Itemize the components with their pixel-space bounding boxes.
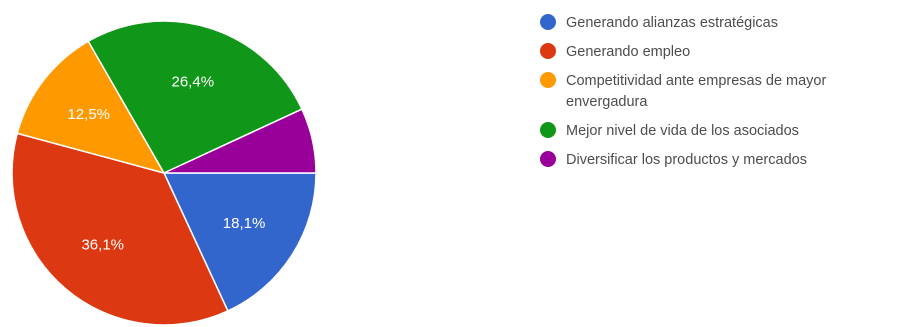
- legend-item-nivel-de-vida[interactable]: Mejor nivel de vida de los asociados: [540, 121, 908, 142]
- legend-label: Diversificar los productos y mercados: [566, 152, 807, 168]
- legend-item-empleo[interactable]: Generando empleo: [540, 42, 908, 63]
- pie-chart: 18,1% 36,1% 12,5% 26,4%: [11, 20, 317, 326]
- legend-label: Competitividad ante empresas de mayor en…: [566, 73, 827, 110]
- slice-data-label: 18,1%: [223, 215, 266, 232]
- legend-label: Mejor nivel de vida de los asociados: [566, 123, 799, 139]
- slice-data-label: 12,5%: [67, 106, 110, 123]
- legend-item-alianzas[interactable]: Generando alianzas estratégicas: [540, 13, 908, 34]
- legend-item-competitividad[interactable]: Competitividad ante empresas de mayor en…: [540, 71, 908, 113]
- legend-swatch: [540, 14, 556, 30]
- legend-item-diversificar[interactable]: Diversificar los productos y mercados: [540, 150, 908, 171]
- pie-slice[interactable]: [87, 20, 303, 174]
- legend-swatch: [540, 43, 556, 59]
- pie-slice[interactable]: [11, 132, 229, 326]
- pie-slice[interactable]: [163, 108, 317, 174]
- legend-swatch: [540, 72, 556, 88]
- pie-slice[interactable]: [16, 40, 166, 175]
- legend-label: Generando alianzas estratégicas: [566, 15, 778, 31]
- chart-legend: Generando alianzas estratégicas Generand…: [540, 13, 908, 179]
- legend-swatch: [540, 122, 556, 138]
- legend-label: Generando empleo: [566, 44, 691, 60]
- slice-data-label: 36,1%: [81, 237, 124, 254]
- slice-data-label: 26,4%: [172, 73, 215, 90]
- pie-slice[interactable]: [162, 172, 317, 312]
- legend-swatch: [540, 151, 556, 167]
